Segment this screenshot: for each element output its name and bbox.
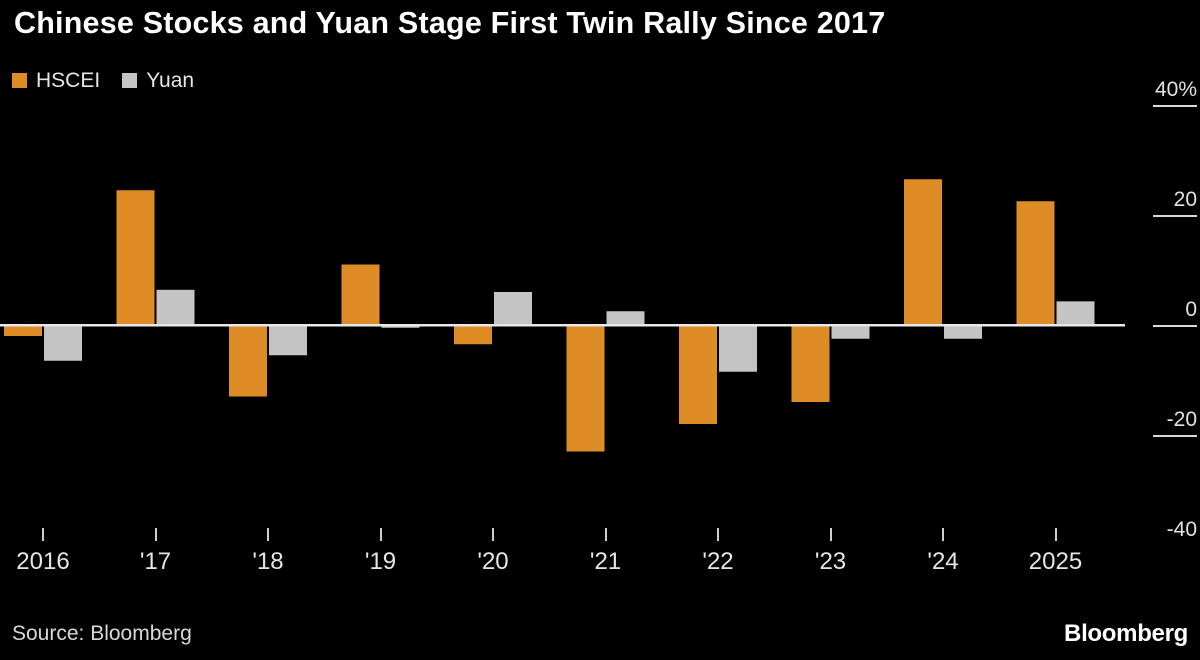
bar-hscei-2019 [341,264,380,325]
bar-yuan-2021 [606,311,645,325]
legend-item-yuan: Yuan [122,70,194,91]
x-axis-tick-label: '20 [477,548,509,575]
bar-hscei-2022 [679,325,717,424]
bar-yuan-2024 [944,325,982,339]
x-axis-tick-label: '24 [927,548,959,575]
x-axis-tick-label: '18 [252,548,284,575]
x-axis-tick-mark [604,528,607,541]
y-axis: 40% 20 0 -20 -40 [1125,78,1200,545]
x-axis-tick-label: '21 [589,548,622,575]
bar-hscei-2023 [791,325,830,402]
bar-hscei-2020 [454,325,492,345]
plot-area [0,105,1125,545]
y-axis-tick-label: -40 [1166,518,1197,541]
bar-yuan-2017 [156,289,195,325]
y-axis-tick-rule [1153,105,1197,107]
bar-hscei-2016 [4,325,42,336]
bar-hscei-2021 [566,325,605,452]
x-axis-tick-label: '17 [139,548,172,575]
bar-yuan-2016 [44,325,82,361]
x-axis-tick-mark [717,528,719,541]
x-axis-tick-mark [42,528,44,541]
legend-swatch-icon-yuan [122,73,138,88]
bar-yuan-2023 [831,325,870,339]
y-axis-tick-label: 40% [1154,78,1197,101]
bar-yuan-2020 [494,292,532,325]
legend-label-yuan: Yuan [146,69,195,92]
bloomberg-logo: Bloomberg [1064,620,1188,647]
x-axis-tick-label: '19 [364,548,397,575]
zero-baseline [0,324,1125,327]
source-caption: Source: Bloomberg [12,622,192,645]
bar-hscei-2018 [229,325,267,397]
x-axis-tick-label: '22 [702,548,734,575]
y-axis-tick-label: 0 [1185,298,1197,321]
y-axis-tick-rule [1153,325,1197,327]
page-title: Chinese Stocks and Yuan Stage First Twin… [14,6,886,40]
legend-swatch-icon-hscei [12,73,27,88]
y-axis-tick-rule [1153,435,1197,437]
bar-yuan-2018 [269,325,307,356]
bar-chart-svg [0,179,1125,452]
x-axis-tick-mark [492,528,494,541]
y-axis-tick-label: -20 [1166,408,1197,431]
x-axis-tick-label: '23 [814,548,847,575]
y-axis-tick-rule [1153,215,1197,217]
x-axis-tick-mark [942,528,944,541]
x-axis-tick-mark [829,528,832,541]
x-axis-tick-label: 2025 [1028,548,1083,575]
x-axis-tick-mark [1054,528,1057,541]
y-axis-tick-label: 20 [1173,188,1197,211]
x-axis: 2016 '17 '18 '19 '20 '21 '22 '23 '24 2025 [0,520,1125,595]
bar-hscei-2025 [1016,201,1055,325]
bar-yuan-2022 [719,325,757,372]
x-axis-tick-mark [154,528,157,541]
x-axis-tick-mark [267,528,269,541]
bar-hscei-2017 [116,190,155,325]
chart-legend: HSCEI Yuan [12,70,194,91]
legend-label-hscei: HSCEI [36,69,101,92]
bar-hscei-2024 [904,179,942,325]
x-axis-tick-mark [379,528,382,541]
legend-item-hscei: HSCEI [12,70,100,91]
bar-yuan-2025 [1056,301,1095,325]
x-axis-tick-label: 2016 [16,548,70,575]
